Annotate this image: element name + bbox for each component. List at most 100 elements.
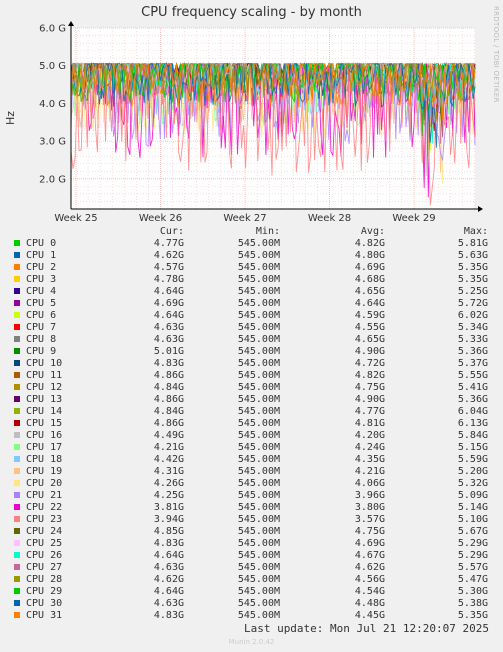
legend-avg-value: 4.72G — [354, 358, 385, 369]
legend-row: CPU 16 4.49G 545.00M 4.20G 5.84G — [12, 430, 492, 442]
legend-series-name: CPU 27 — [26, 562, 63, 573]
legend-swatch — [14, 408, 20, 414]
legend-avg-value: 4.56G — [354, 574, 385, 585]
legend-swatch — [14, 312, 20, 318]
legend-series-name: CPU 20 — [26, 478, 63, 489]
legend-series-name: CPU 7 — [26, 322, 57, 333]
y-axis-label: Hz — [4, 111, 17, 125]
legend-min-value: 545.00M — [237, 394, 280, 405]
legend-cur-value: 4.64G — [153, 586, 184, 597]
legend-cur-value: 4.63G — [153, 322, 184, 333]
legend-min-value: 545.00M — [237, 454, 280, 465]
legend-min-value: 545.00M — [237, 610, 280, 621]
legend-max-value: 5.32G — [457, 478, 488, 489]
legend-cur-value: 4.26G — [153, 478, 184, 489]
legend-row: CPU 11 4.86G 545.00M 4.82G 5.55G — [12, 370, 492, 382]
legend-max-value: 5.25G — [457, 286, 488, 297]
legend-cur-value: 4.86G — [153, 394, 184, 405]
legend-swatch — [14, 600, 20, 606]
legend-swatch — [14, 552, 20, 558]
legend-row: CPU 23 3.94G 545.00M 3.57G 5.10G — [12, 514, 492, 526]
legend-swatch — [14, 372, 20, 378]
legend-avg-value: 4.64G — [354, 298, 385, 309]
legend-cur-value: 4.42G — [153, 454, 184, 465]
y-tick-label: 5.0 G — [39, 61, 66, 72]
legend-rows: CPU 0 4.77G 545.00M 4.82G 5.81G CPU 1 4.62G 545… — [12, 238, 492, 622]
legend-series-name: CPU 17 — [26, 442, 63, 453]
legend-min-value: 545.00M — [237, 430, 280, 441]
legend-cur-value: 4.84G — [153, 382, 184, 393]
legend-swatch — [14, 564, 20, 570]
legend-header-cur: Cur: — [159, 226, 184, 237]
legend-avg-value: 4.90G — [354, 346, 385, 357]
legend-series-name: CPU 4 — [26, 286, 57, 297]
legend-swatch — [14, 612, 20, 618]
legend-row: CPU 27 4.63G 545.00M 4.62G 5.57G — [12, 562, 492, 574]
legend-swatch — [14, 468, 20, 474]
legend-series-name: CPU 12 — [26, 382, 63, 393]
legend-swatch — [14, 456, 20, 462]
legend-series-name: CPU 2 — [26, 262, 57, 273]
legend-row: CPU 28 4.62G 545.00M 4.56G 5.47G — [12, 574, 492, 586]
chart-area: 2.0 G 3.0 G 4.0 G 5.0 G 6.0 G Week 25 Week 26… — [4, 21, 483, 224]
legend-avg-value: 4.81G — [354, 418, 385, 429]
legend-row: CPU 15 4.86G 545.00M 4.81G 6.13G — [12, 418, 492, 430]
legend-row: CPU 10 4.83G 545.00M 4.72G 5.37G — [12, 358, 492, 370]
legend-avg-value: 4.65G — [354, 334, 385, 345]
legend-min-value: 545.00M — [237, 466, 280, 477]
legend-row: CPU 29 4.64G 545.00M 4.54G 5.30G — [12, 586, 492, 598]
legend-max-value: 5.57G — [457, 562, 488, 573]
legend-avg-value: 4.77G — [354, 406, 385, 417]
legend-cur-value: 4.25G — [153, 490, 184, 501]
legend-cur-value: 3.94G — [153, 514, 184, 525]
legend-cur-value: 4.77G — [153, 238, 184, 249]
legend-avg-value: 4.48G — [354, 598, 385, 609]
legend-row: CPU 4 4.64G 545.00M 4.65G 5.25G — [12, 286, 492, 298]
legend-series-name: CPU 21 — [26, 490, 63, 501]
legend-series-name: CPU 14 — [26, 406, 63, 417]
legend-series-name: CPU 13 — [26, 394, 63, 405]
legend-min-value: 545.00M — [237, 526, 280, 537]
legend-series-name: CPU 9 — [26, 346, 57, 357]
legend-series-name: CPU 0 — [26, 238, 57, 249]
legend-series-name: CPU 1 — [26, 250, 57, 261]
legend-max-value: 5.10G — [457, 514, 488, 525]
series-line-cpu-17 — [70, 62, 476, 157]
legend-avg-value: 4.21G — [354, 466, 385, 477]
legend-avg-value: 4.35G — [354, 454, 385, 465]
legend-cur-value: 4.86G — [153, 370, 184, 381]
legend-row: CPU 6 4.64G 545.00M 4.59G 6.02G — [12, 310, 492, 322]
legend-max-value: 5.36G — [457, 394, 488, 405]
legend-max-value: 5.14G — [457, 502, 488, 513]
legend-cur-value: 4.83G — [153, 538, 184, 549]
legend-swatch — [14, 528, 20, 534]
legend-series-name: CPU 29 — [26, 586, 63, 597]
legend-avg-value: 4.54G — [354, 586, 385, 597]
legend-row: CPU 20 4.26G 545.00M 4.06G 5.32G — [12, 478, 492, 490]
legend-avg-value: 4.68G — [354, 274, 385, 285]
legend-avg-value: 4.82G — [354, 370, 385, 381]
legend-series-name: CPU 30 — [26, 598, 63, 609]
legend-header: Cur: Min: Avg: Max: — [12, 226, 492, 238]
legend-max-value: 5.72G — [457, 298, 488, 309]
legend-cur-value: 4.86G — [153, 418, 184, 429]
legend-max-value: 5.35G — [457, 610, 488, 621]
legend-swatch — [14, 444, 20, 450]
legend-cur-value: 4.83G — [153, 358, 184, 369]
legend-min-value: 545.00M — [237, 238, 280, 249]
legend-row: CPU 7 4.63G 545.00M 4.55G 5.34G — [12, 322, 492, 334]
legend-min-value: 545.00M — [237, 562, 280, 573]
legend-min-value: 545.00M — [237, 322, 280, 333]
legend-avg-value: 4.20G — [354, 430, 385, 441]
x-tick-label: Week 29 — [392, 213, 435, 224]
legend-row: CPU 0 4.77G 545.00M 4.82G 5.81G — [12, 238, 492, 250]
legend-header-min: Min: — [255, 226, 280, 237]
legend-max-value: 5.81G — [457, 238, 488, 249]
legend-series-name: CPU 3 — [26, 274, 57, 285]
legend-min-value: 545.00M — [237, 598, 280, 609]
legend-min-value: 545.00M — [237, 382, 280, 393]
legend-header-avg: Avg: — [360, 226, 385, 237]
legend-max-value: 5.20G — [457, 466, 488, 477]
legend-cur-value: 4.64G — [153, 550, 184, 561]
legend-avg-value: 4.69G — [354, 262, 385, 273]
